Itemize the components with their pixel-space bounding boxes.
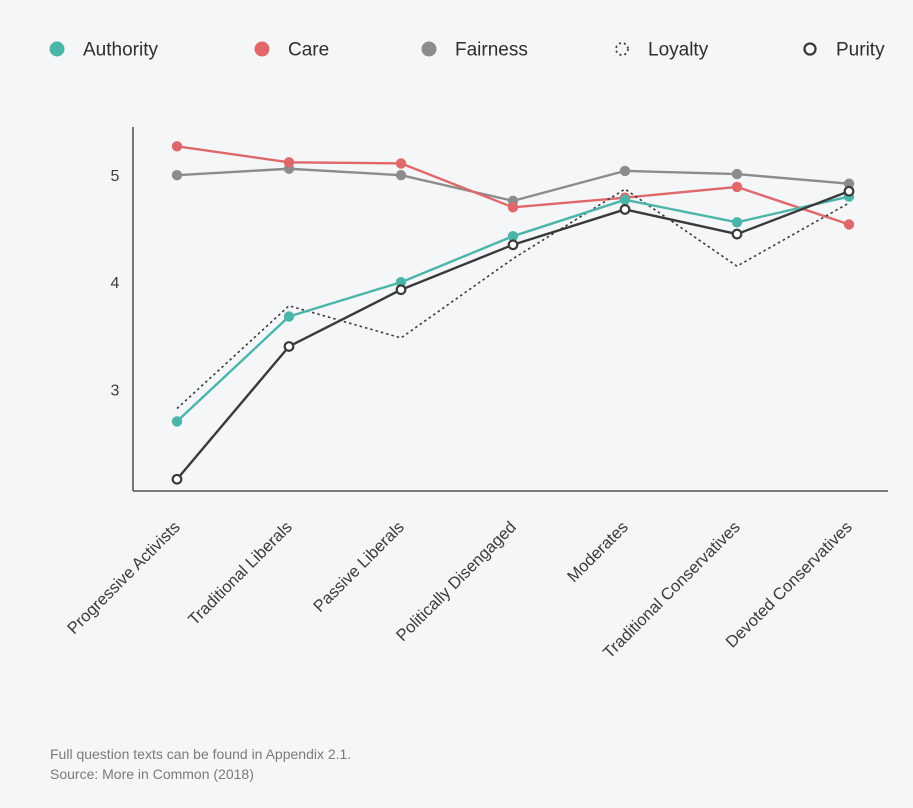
legend-item-fairness: Fairness — [421, 40, 528, 61]
y-tick-label: 4 — [111, 275, 120, 292]
footnote-appendix: Full question texts can be found in Appe… — [50, 746, 352, 762]
legend-label-purity: Purity — [836, 40, 885, 61]
chart-series — [171, 141, 855, 485]
data-point-authority — [283, 311, 295, 322]
footnote-source: Source: More in Common (2018) — [50, 766, 254, 782]
x-tick-label-devoted-conservatives: Devoted Conservatives — [722, 518, 855, 651]
legend-marker-loyalty — [615, 42, 629, 56]
data-point-authority — [619, 194, 631, 205]
data-point-fairness — [843, 178, 855, 189]
legend-label-authority: Authority — [83, 40, 158, 61]
data-point-purity — [507, 239, 519, 251]
legend-item-care: Care — [254, 40, 329, 61]
data-point-purity — [619, 204, 631, 215]
x-tick-labels: Progressive Activists Traditional Liberal… — [64, 518, 856, 662]
data-point-authority — [395, 277, 407, 288]
data-point-purity — [731, 228, 743, 240]
legend-marker-care — [254, 41, 270, 57]
legend-item-authority: Authority — [49, 40, 158, 61]
data-point-care — [395, 158, 407, 169]
x-tick-label-moderates: Moderates — [564, 518, 632, 586]
data-point-care — [283, 157, 295, 168]
legend-label-care: Care — [288, 40, 329, 61]
data-point-care — [171, 141, 183, 152]
series-line-loyalty — [176, 188, 850, 410]
data-point-purity — [171, 473, 183, 485]
legend-item-purity: Purity — [803, 40, 885, 61]
series-authority — [171, 191, 855, 427]
series-loyalty — [176, 188, 850, 410]
data-point-purity — [283, 341, 295, 352]
series-fairness — [171, 163, 855, 207]
series-care — [171, 141, 855, 230]
legend-marker-authority — [49, 41, 65, 57]
data-point-purity — [395, 284, 407, 296]
data-point-care — [843, 219, 855, 230]
x-tick-label-politically-disengaged: Politically Disengaged — [393, 518, 520, 645]
data-point-fairness — [731, 168, 743, 180]
y-tick-labels: 3 4 5 — [111, 168, 120, 399]
legend-marker-purity — [803, 42, 817, 56]
y-tick-label: 5 — [111, 168, 120, 185]
legend-label-loyalty: Loyalty — [648, 40, 709, 61]
x-tick-label-traditional-liberals: Traditional Liberals — [185, 518, 296, 629]
legend-label-fairness: Fairness — [455, 40, 528, 61]
data-point-fairness — [395, 169, 407, 181]
chart-axes — [132, 127, 888, 492]
x-tick-label-progressive-activists: Progressive Activists — [64, 518, 184, 638]
data-point-purity — [843, 185, 855, 197]
legend-item-loyalty: Loyalty — [615, 40, 709, 61]
legend-marker-fairness — [421, 41, 437, 57]
y-tick-label: 3 — [111, 382, 120, 399]
data-point-authority — [507, 231, 519, 242]
series-line-care — [176, 145, 850, 226]
data-point-care — [507, 202, 519, 213]
data-point-fairness — [619, 165, 631, 177]
data-point-authority — [171, 416, 183, 427]
data-point-authority — [731, 217, 743, 228]
chart-legend: Authority Care Fairness Loyalty Purity — [49, 40, 885, 61]
data-point-fairness — [171, 169, 183, 181]
x-tick-label-passive-liberals: Passive Liberals — [310, 518, 408, 616]
data-point-care — [731, 181, 743, 193]
series-purity — [171, 185, 855, 485]
